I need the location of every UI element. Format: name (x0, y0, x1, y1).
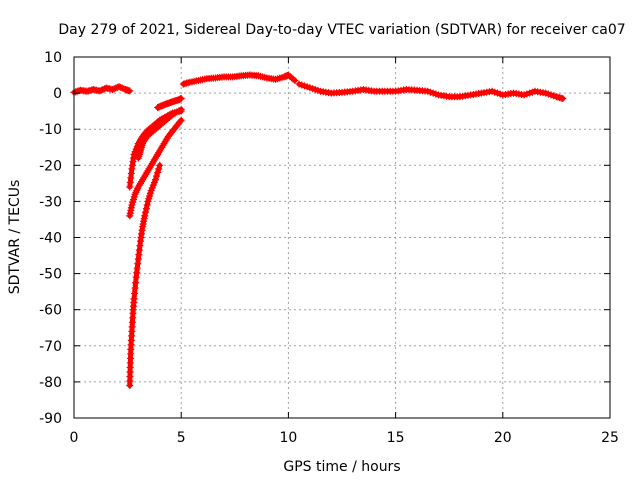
x-tick-label: 0 (70, 430, 79, 446)
data-point (109, 85, 117, 93)
data-point (167, 112, 175, 120)
series-group (70, 83, 134, 96)
y-tick-label: -90 (39, 411, 62, 427)
x-tick-label: 20 (494, 430, 512, 446)
x-tick-label: 5 (177, 430, 186, 446)
x-tick-label: 10 (279, 430, 297, 446)
data-point (115, 83, 123, 91)
series-group (134, 105, 185, 162)
y-tick-label: 10 (44, 50, 62, 66)
data-point (177, 105, 185, 113)
data-point (559, 95, 567, 103)
y-tick-label: -40 (39, 231, 62, 247)
x-axis-label: GPS time / hours (283, 459, 400, 475)
data-point (141, 212, 149, 220)
series-group (179, 71, 299, 88)
tick-labels: 0 5 10 15 20 25 10 0 -10 -20 -30 -40 -50 -60 -70 -80 -90 (39, 50, 619, 446)
data-point (143, 201, 151, 209)
data-point (117, 83, 125, 91)
grid-lines (74, 57, 610, 418)
data-point (118, 84, 126, 92)
data-point (177, 116, 185, 124)
data-point (151, 176, 159, 184)
y-tick-label: -70 (39, 339, 62, 355)
y-tick-label: -60 (39, 303, 62, 319)
data-point (142, 208, 150, 216)
data-point (176, 118, 184, 126)
series-group (154, 95, 185, 112)
data-point (177, 95, 185, 103)
data-point (97, 86, 105, 94)
x-tick-label: 25 (601, 430, 619, 446)
data-point (112, 84, 120, 92)
axis-ticks (73, 56, 611, 419)
series-group (126, 161, 164, 390)
y-tick-label: -10 (39, 122, 62, 138)
y-tick-label: -50 (39, 267, 62, 283)
y-tick-label: -80 (39, 375, 62, 391)
y-axis-label: SDTVAR / TECUs (7, 180, 23, 295)
data-point (289, 75, 297, 83)
data-point (142, 205, 150, 213)
data-point (154, 169, 162, 177)
y-tick-label: -20 (39, 158, 62, 174)
series-group (126, 116, 185, 220)
data-point (96, 87, 104, 95)
data-point (155, 165, 163, 173)
data-point (110, 85, 118, 93)
data-point (156, 161, 164, 169)
series-group (295, 80, 567, 103)
data-point (153, 172, 161, 180)
chart-title: Day 279 of 2021, Sidereal Day-to-day VTE… (58, 22, 625, 38)
data-series (70, 71, 567, 390)
x-tick-label: 15 (387, 430, 405, 446)
data-point (99, 85, 107, 93)
data-point (126, 87, 134, 95)
y-tick-label: 0 (53, 86, 62, 102)
y-tick-label: -30 (39, 194, 62, 210)
data-point (291, 76, 299, 84)
